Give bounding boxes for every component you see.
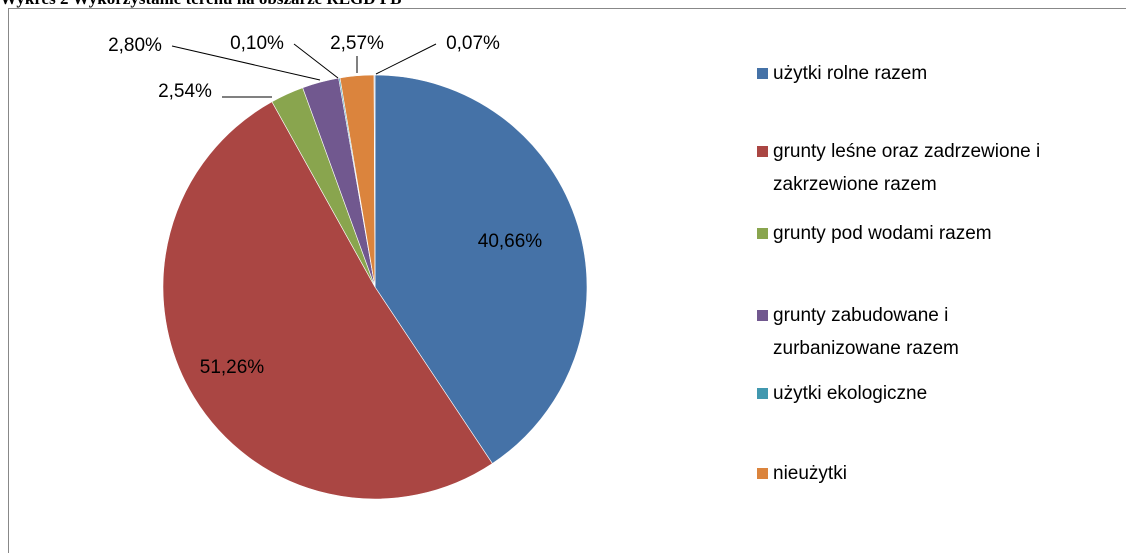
data-label: 2,54% <box>158 81 212 102</box>
legend-swatch <box>757 468 768 479</box>
legend-swatch <box>757 68 768 79</box>
data-label: 2,57% <box>330 33 384 54</box>
legend-label: użytki rolne razem <box>773 63 928 84</box>
data-label: 2,80% <box>108 35 162 56</box>
data-label: 40,66% <box>478 231 543 252</box>
leader-line <box>375 43 437 75</box>
legend-swatch <box>757 228 768 239</box>
legend-label: grunty zabudowane i zurbanizowane razem <box>773 305 959 359</box>
legend-label: grunty leśne oraz zadrzewione i zakrzewi… <box>773 141 1041 195</box>
data-label: 0,10% <box>230 33 284 54</box>
pie-slice <box>162 101 493 500</box>
legend-swatch <box>757 310 768 321</box>
pie-slice <box>373 74 376 288</box>
legend-label: nieużytki <box>773 463 847 484</box>
chart-title: Wykres 2 Wykorzystanie terenu na obszarz… <box>0 0 402 8</box>
legend-swatch <box>757 146 768 157</box>
data-label: 51,26% <box>200 357 265 378</box>
legend-label: użytki ekologiczne <box>773 383 928 404</box>
legend-label: grunty pod wodami razem <box>773 223 992 244</box>
leader-line <box>171 45 321 81</box>
leader-line <box>293 43 339 79</box>
legend-swatch <box>757 388 768 399</box>
data-label: 0,07% <box>446 33 500 54</box>
